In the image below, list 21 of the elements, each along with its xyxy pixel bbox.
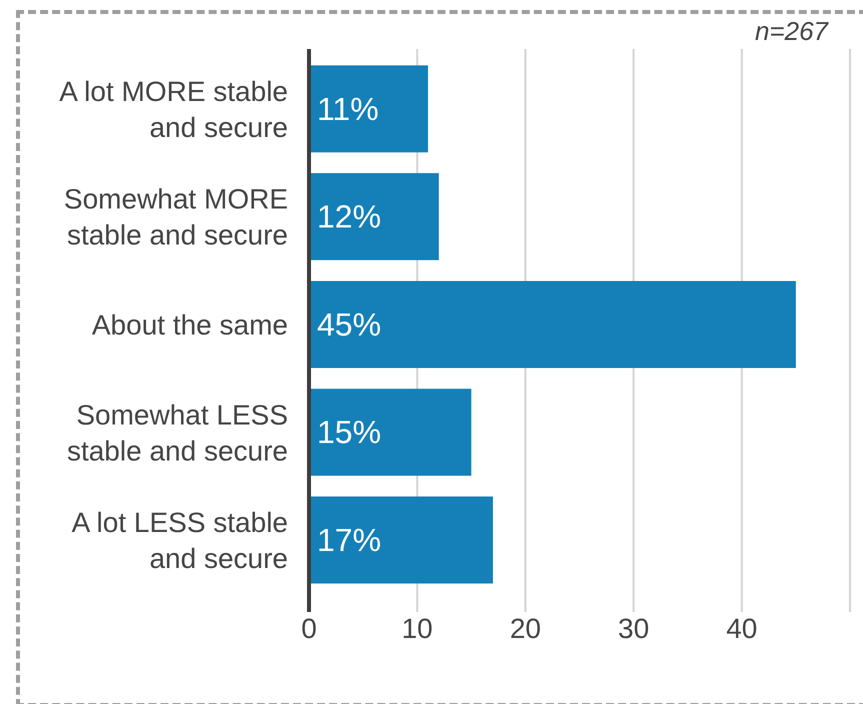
bar (309, 65, 428, 152)
bar (309, 496, 493, 584)
x-tick-label: 40 (726, 613, 758, 644)
y-tick-label: A lot LESS stable and secure (72, 507, 288, 574)
data-label: 11% (317, 90, 379, 127)
bar (309, 173, 439, 260)
x-tick-label: 30 (618, 613, 650, 644)
bar (309, 388, 472, 476)
x-tick-label: 0 (301, 613, 317, 644)
bar (309, 280, 796, 368)
data-label: 45% (317, 306, 382, 342)
data-label: 17% (317, 522, 382, 558)
y-tick-label: Somewhat MORE stable and secure (64, 184, 288, 251)
data-label: 15% (317, 414, 382, 450)
text: n=267 (754, 16, 828, 46)
data-label: 12% (317, 198, 382, 235)
y-tick-label: Somewhat LESS stable and secure (66, 399, 288, 466)
x-tick-label: 10 (402, 613, 433, 644)
x-tick-label: 20 (510, 613, 541, 644)
y-tick-label: A lot MORE stable and secure (59, 76, 288, 143)
y-tick-label: About the same (92, 310, 288, 340)
